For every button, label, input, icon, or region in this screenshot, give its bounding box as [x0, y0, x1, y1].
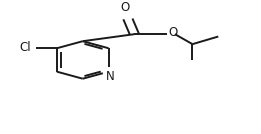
Text: Cl: Cl — [20, 41, 31, 54]
Text: O: O — [121, 1, 130, 14]
Text: O: O — [168, 26, 177, 39]
Text: N: N — [105, 70, 114, 83]
